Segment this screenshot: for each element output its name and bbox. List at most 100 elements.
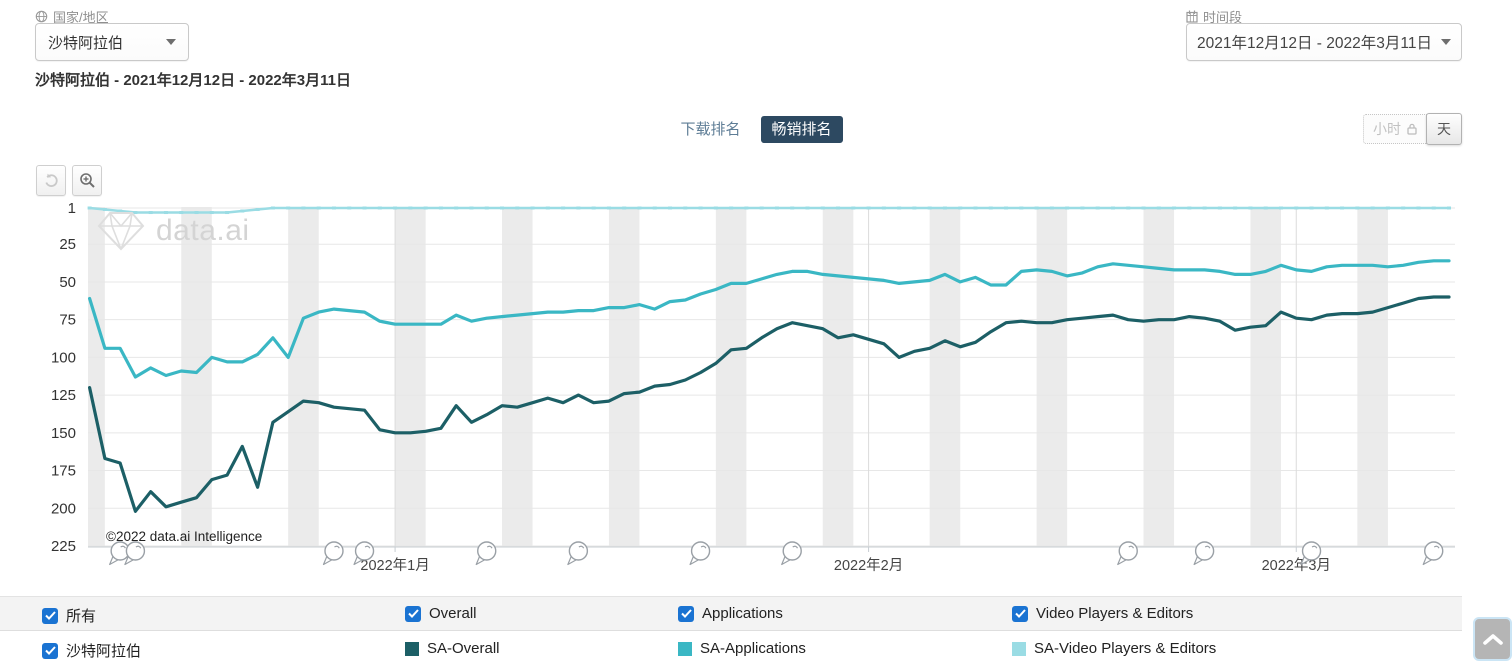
- series-point-marker: [652, 206, 657, 210]
- series-point-marker: [637, 206, 642, 210]
- series-point-marker: [1217, 206, 1222, 210]
- hour-button[interactable]: 小时: [1363, 114, 1427, 144]
- chart-toolbar: [36, 165, 102, 196]
- day-button[interactable]: 天: [1426, 113, 1462, 145]
- annotation-marker[interactable]: [1422, 541, 1444, 566]
- annotation-marker[interactable]: [475, 541, 497, 566]
- weekend-band: [929, 207, 961, 547]
- annotation-marker[interactable]: [322, 541, 344, 566]
- tab-download-rank[interactable]: 下载排名: [680, 121, 741, 138]
- series-point-marker: [1126, 206, 1131, 210]
- country-select[interactable]: 沙特阿拉伯: [35, 23, 189, 61]
- series-line-sa-applications: [87, 259, 1451, 379]
- series-point-marker: [255, 208, 260, 212]
- annotation-marker[interactable]: [353, 541, 375, 566]
- series-point-marker: [912, 206, 917, 210]
- series-point-marker: [347, 206, 352, 210]
- series-point-marker: [1049, 206, 1054, 210]
- annotation-marker[interactable]: [1117, 541, 1138, 566]
- zoom-reset-button[interactable]: [36, 165, 66, 196]
- legend-item-sa-overall: SA-Overall: [405, 640, 500, 657]
- legend-label: 沙特阿拉伯: [66, 643, 142, 660]
- chevron-down-icon: [1440, 39, 1451, 45]
- y-tick-label: 200: [51, 500, 76, 517]
- country-select-value: 沙特阿拉伯: [48, 34, 124, 52]
- tab-grossing-rank[interactable]: 畅销排名: [760, 116, 843, 143]
- series-point-marker: [102, 208, 107, 212]
- annotation-marker[interactable]: [109, 541, 130, 566]
- series-point-marker: [301, 206, 306, 210]
- series-point-marker: [1248, 206, 1253, 210]
- annotation-marker[interactable]: [567, 541, 589, 566]
- checkbox-saudi-arabia[interactable]: [42, 642, 58, 659]
- weekend-band: [288, 207, 319, 547]
- x-tick-label: 2022年2月: [834, 557, 903, 574]
- weekend-band: [1357, 207, 1388, 547]
- period-select[interactable]: 2021年12月12日 - 2022年3月11日: [1186, 23, 1462, 61]
- series-point-marker: [484, 206, 489, 210]
- scroll-to-top-button[interactable]: [1473, 617, 1512, 661]
- checkbox-overall[interactable]: [405, 605, 421, 622]
- weekend-band: [1250, 207, 1281, 547]
- legend-item-sa-video-players: SA-Video Players & Editors: [1012, 640, 1216, 657]
- series-point-marker: [133, 211, 138, 215]
- checkbox-applications[interactable]: [678, 605, 694, 622]
- series-point-marker: [744, 206, 749, 210]
- annotation-marker[interactable]: [1300, 541, 1322, 566]
- checkbox-all[interactable]: [42, 607, 58, 624]
- chevron-up-icon: [1482, 633, 1503, 645]
- check-icon: [680, 609, 692, 618]
- annotation-marker[interactable]: [781, 541, 802, 566]
- series-point-marker: [1110, 206, 1115, 210]
- weekend-band: [1143, 207, 1175, 547]
- annotation-marker[interactable]: [1193, 541, 1215, 566]
- series-point-marker: [820, 206, 825, 210]
- undo-icon: [44, 173, 58, 187]
- series-point-marker: [270, 206, 275, 210]
- calendar-icon: [1186, 10, 1198, 23]
- series-point-marker: [1202, 206, 1207, 210]
- zoom-in-icon: [79, 173, 95, 188]
- series-point-marker: [1385, 206, 1390, 210]
- series-line-sa-overall: [87, 295, 1451, 513]
- series-point-marker: [362, 206, 367, 210]
- series-point-marker: [408, 206, 413, 210]
- series-point-marker: [622, 206, 627, 210]
- checkbox-video-players[interactable]: [1012, 605, 1028, 622]
- series-point-marker: [316, 206, 321, 210]
- check-icon: [44, 646, 56, 655]
- series-point-marker: [179, 211, 184, 215]
- series-point-marker: [1065, 206, 1070, 210]
- series-point-marker: [958, 206, 963, 210]
- series-point-marker: [1156, 206, 1161, 210]
- annotation-marker[interactable]: [124, 541, 146, 566]
- granularity-switch: 小时 天: [1363, 113, 1462, 145]
- check-icon: [407, 609, 419, 618]
- period-label: 时间段: [1203, 10, 1243, 25]
- series-point-marker: [774, 206, 779, 210]
- legend-label: SA-Applications: [700, 640, 806, 657]
- series-point-marker: [866, 206, 871, 210]
- legend-label: SA-Video Players & Editors: [1034, 640, 1217, 657]
- series-point-marker: [423, 206, 428, 210]
- y-tick-label: 1: [68, 200, 76, 217]
- legend-label: Video Players & Editors: [1036, 605, 1194, 622]
- series-point-marker: [225, 211, 230, 215]
- series-point-marker: [1141, 206, 1146, 210]
- y-tick-label: 175: [51, 463, 76, 480]
- series-swatch-sa-overall: [405, 641, 419, 656]
- annotation-marker[interactable]: [689, 541, 711, 566]
- series-point-marker: [988, 206, 993, 210]
- legend-item-overall: Overall: [405, 605, 477, 622]
- zoom-in-button[interactable]: [72, 165, 102, 196]
- series-point-marker: [1004, 206, 1009, 210]
- legend-label: Applications: [702, 605, 783, 622]
- legend-label: 所有: [66, 608, 97, 625]
- series-point-marker: [240, 209, 245, 213]
- series-point-marker: [1263, 206, 1268, 210]
- series-point-marker: [286, 206, 291, 210]
- series-point-marker: [881, 206, 886, 210]
- page-title: 沙特阿拉伯 - 2021年12月12日 - 2022年3月11日: [35, 72, 351, 89]
